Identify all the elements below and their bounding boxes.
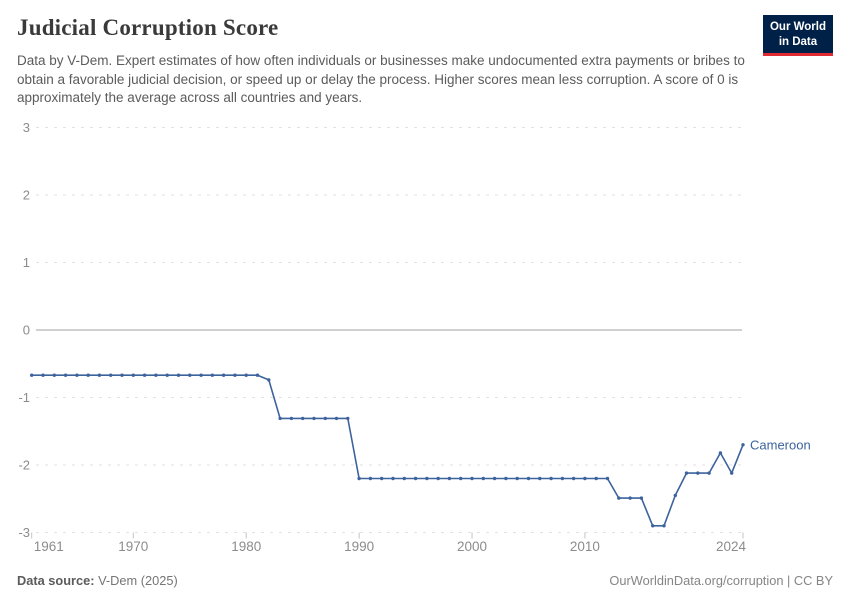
svg-text:-1: -1	[18, 390, 30, 405]
chart-title: Judicial Corruption Score	[17, 15, 279, 40]
owid-logo[interactable]: Our World in Data	[762, 15, 833, 56]
data-source-value: V-Dem (2025)	[94, 573, 178, 588]
x-axis-ticks	[31, 532, 744, 539]
y-axis-labels: 3 2 1 0 -1 -2 -3	[18, 120, 30, 540]
svg-text:1980: 1980	[231, 539, 261, 554]
logo-line-2: in Data	[778, 35, 818, 48]
gridlines	[36, 127, 742, 533]
svg-text:0: 0	[23, 323, 30, 338]
svg-text:1970: 1970	[118, 539, 148, 554]
owid-url-license: OurWorldinData.org/corruption | CC BY	[609, 573, 833, 588]
x-axis-labels: 1961 1970 1980 1990 2000 2010 2024	[34, 539, 747, 554]
data-source-label: Data source:	[17, 573, 95, 588]
svg-text:2010: 2010	[570, 539, 600, 554]
logo-line-1: Our World	[769, 21, 826, 33]
series-line-cameroon[interactable]	[30, 374, 744, 527]
svg-text:1: 1	[23, 255, 30, 270]
entity-label-cameroon[interactable]: Cameroon	[750, 437, 811, 452]
svg-text:1961: 1961	[34, 539, 64, 554]
svg-text:2: 2	[23, 188, 30, 203]
series-points-cameroon[interactable]	[30, 373, 745, 528]
svg-text:-2: -2	[18, 458, 30, 473]
svg-text:2024: 2024	[716, 539, 747, 554]
svg-text:2000: 2000	[457, 539, 487, 554]
data-source-note: Data source: V-Dem (2025)	[17, 573, 178, 588]
svg-text:1990: 1990	[344, 539, 374, 554]
chart-subtitle: Data by V-Dem. Expert estimates of how o…	[17, 53, 745, 106]
svg-text:-3: -3	[18, 525, 30, 540]
svg-text:3: 3	[23, 120, 30, 135]
